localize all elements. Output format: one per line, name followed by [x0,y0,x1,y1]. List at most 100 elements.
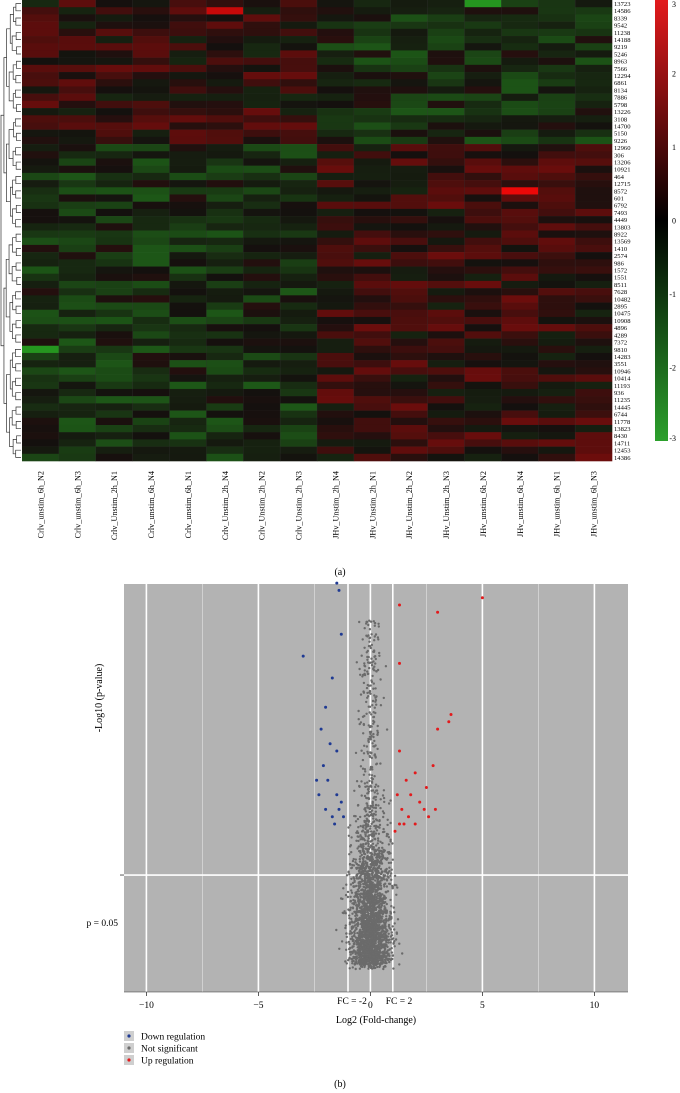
heatmap-cell [390,453,428,462]
not-significant-point [383,830,386,833]
not-significant-point [351,902,354,905]
heatmap-cell [353,288,392,296]
not-significant-point [366,896,370,900]
not-significant-point [369,810,372,814]
heatmap-cell [390,388,428,397]
heatmap-cell [464,446,502,455]
not-significant-point [389,838,392,841]
heatmap-cell [575,0,613,8]
not-significant-point [363,831,366,834]
not-significant-point [354,891,357,895]
heatmap-cell [169,367,207,375]
row-label: 464 [614,174,625,181]
dendrogram-branch [15,334,21,343]
heatmap-cell [390,208,428,217]
not-significant-point [360,853,363,857]
not-significant-point [386,929,389,932]
heatmap-cell [95,417,133,426]
not-significant-point [344,926,347,930]
heatmap-cell [169,72,207,80]
up-regulation-point [480,596,484,600]
not-significant-point [349,937,352,941]
heatmap-cell [58,252,97,260]
not-significant-point [393,945,396,948]
heatmap-cell [501,72,539,80]
not-significant-point [371,876,374,879]
heatmap-cell [206,453,244,462]
not-significant-point [363,815,367,818]
heatmap-cell [132,410,170,419]
not-significant-point [383,897,387,900]
heatmap-cell [575,453,613,462]
heatmap-cell [317,252,355,260]
color-scale-tick: -1 [669,290,676,299]
not-significant-point [347,826,350,829]
not-significant-point [357,839,360,843]
heatmap-cell [58,7,97,15]
not-significant-point [359,851,362,854]
not-significant-point [386,833,390,836]
not-significant-point [348,923,351,926]
not-significant-point [389,840,392,843]
heatmap-cell [353,367,392,375]
heatmap-cell [206,223,244,231]
not-significant-point [371,847,374,851]
not-significant-point [359,721,363,724]
heatmap-cell [22,259,60,267]
row-label: 9542 [614,23,627,30]
heatmap-cell [280,122,318,130]
not-significant-point [372,812,376,816]
row-label: 14700 [614,123,631,130]
heatmap-cell [58,352,97,361]
not-significant-point [369,884,372,887]
not-significant-point [366,670,369,673]
heatmap-cell [390,216,428,224]
not-significant-point [361,638,364,641]
heatmap-cell [132,388,170,397]
not-significant-point [377,785,380,788]
heatmap-cell [206,259,244,267]
not-significant-point [393,928,396,931]
not-significant-point [357,845,360,848]
heatmap-cell [22,64,60,73]
heatmap-cell [132,158,170,166]
not-significant-point [372,817,375,820]
not-significant-point [358,958,361,962]
not-significant-point [376,880,379,883]
heatmap-cell [280,432,318,440]
down-regulation-point [335,793,339,797]
heatmap-cell [317,64,355,73]
not-significant-point [383,925,386,928]
not-significant-point [377,622,380,625]
heatmap-cell [464,64,502,73]
not-significant-point [354,951,357,954]
row-label: 2574 [614,253,628,260]
heatmap-cell [22,7,60,15]
not-significant-point [379,861,382,864]
not-significant-point [368,640,371,643]
not-significant-point [372,902,375,905]
heatmap-cell [132,100,170,109]
not-significant-point [365,712,368,715]
not-significant-point [374,912,378,915]
heatmap-cell [575,345,613,354]
not-significant-point [363,913,366,916]
heatmap-cell [58,237,97,246]
heatmap-cell [427,252,465,260]
dendrogram-branch [12,439,17,455]
heatmap-cell [501,208,539,217]
not-significant-point [376,877,379,880]
not-significant-point [390,934,394,937]
legend-marker [127,1058,131,1062]
not-significant-point [381,902,384,905]
heatmap-cell [501,115,539,123]
not-significant-point [363,768,367,771]
row-label: 14283 [614,354,631,361]
heatmap-cell [280,64,318,73]
not-significant-point [359,934,362,937]
heatmap-cell [464,381,502,390]
heatmap-cell [575,144,613,152]
not-significant-point [382,967,385,971]
not-significant-point [369,661,372,664]
heatmap-cell [95,345,133,354]
